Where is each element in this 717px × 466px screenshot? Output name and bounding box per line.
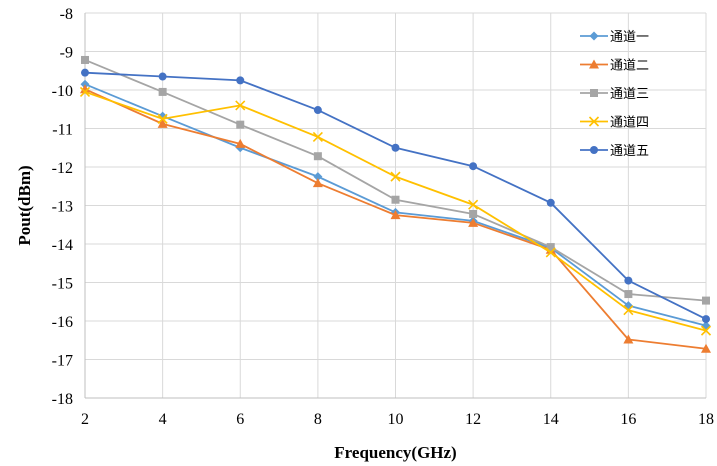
marker-stroke <box>588 116 600 127</box>
x-tick-label: 16 <box>620 411 636 428</box>
data-point <box>81 68 89 77</box>
data-point <box>80 79 90 89</box>
data-point <box>546 243 555 252</box>
data-point <box>81 55 89 64</box>
y-tick-label: -8 <box>60 6 73 23</box>
data-point <box>546 198 555 207</box>
marker-stroke <box>623 305 634 316</box>
marker-stroke <box>312 131 323 143</box>
data-point <box>313 106 322 115</box>
series-2 <box>80 84 711 353</box>
x-tick-label: 4 <box>159 411 167 428</box>
axes <box>84 13 706 399</box>
series-group <box>79 55 712 353</box>
y-tick-labels: -8 -9 -10 -11 -12 -13 -14 -15 -16 -17 -18 <box>52 6 73 408</box>
x-axis-title: Frequency(GHz) <box>334 443 456 462</box>
y-tick-label: -11 <box>52 122 73 139</box>
x-tick-label: 10 <box>388 411 404 428</box>
data-point <box>313 172 323 182</box>
data-point <box>390 210 401 220</box>
y-tick-label: -14 <box>52 237 73 254</box>
legend-label: 通道一 <box>610 30 649 45</box>
data-point <box>235 100 246 111</box>
data-point <box>391 195 400 204</box>
marker-stroke <box>157 113 168 124</box>
data-point <box>468 217 479 227</box>
y-tick-label: -13 <box>52 199 73 216</box>
data-point <box>312 131 323 143</box>
data-point <box>469 162 478 171</box>
data-point <box>157 118 168 128</box>
marker-stroke <box>235 100 246 111</box>
data-point <box>623 334 634 344</box>
marker-stroke <box>79 86 91 97</box>
legend-label: 通道二 <box>610 59 649 74</box>
data-point <box>236 76 245 85</box>
data-point <box>235 138 246 148</box>
data-point <box>701 343 711 353</box>
y-tick-label: -10 <box>52 83 73 100</box>
data-point <box>390 171 401 182</box>
marker-stroke <box>545 247 556 258</box>
y-tick-label: -9 <box>60 45 73 62</box>
legend-swatch-marker <box>588 116 600 127</box>
series-4 <box>79 86 712 336</box>
x-tick-label: 14 <box>543 411 559 428</box>
data-point <box>157 113 168 124</box>
legend-swatch-marker <box>589 59 599 69</box>
legend-item: 通道四 <box>580 116 649 131</box>
y-tick-label: -18 <box>52 391 73 408</box>
y-tick-label: -16 <box>52 314 73 331</box>
legend-swatch-marker <box>589 31 599 41</box>
x-tick-label: 18 <box>698 411 714 428</box>
legend-item: 通道五 <box>580 144 649 159</box>
y-axis-title: Pout(dBm) <box>15 165 34 245</box>
marker-stroke <box>468 199 479 210</box>
data-point <box>468 199 479 210</box>
data-point <box>624 290 633 299</box>
data-point <box>545 247 556 258</box>
data-point <box>312 178 323 188</box>
data-point <box>702 296 710 305</box>
y-tick-label: -17 <box>52 353 73 370</box>
data-point <box>469 209 478 218</box>
legend-item: 通道三 <box>580 87 649 102</box>
data-point <box>391 143 400 152</box>
data-point <box>79 86 91 97</box>
marker-stroke <box>700 325 712 336</box>
legend-label: 通道四 <box>610 116 649 131</box>
legend-swatch-marker <box>590 89 598 97</box>
marker-stroke <box>390 171 401 182</box>
legend-item: 通道一 <box>580 30 649 45</box>
data-point <box>158 72 167 81</box>
data-point <box>158 87 167 96</box>
data-point <box>236 120 245 129</box>
series-5 <box>81 68 710 324</box>
data-point <box>700 325 712 336</box>
data-point <box>313 152 322 161</box>
data-point <box>623 305 634 316</box>
y-tick-label: -15 <box>52 276 73 293</box>
data-point <box>702 315 710 324</box>
series-3 <box>81 55 710 305</box>
legend-label: 通道五 <box>610 144 649 159</box>
legend-label: 通道三 <box>610 87 649 102</box>
x-tick-label: 6 <box>236 411 244 428</box>
legend-swatch-marker <box>590 146 598 154</box>
x-tick-labels: 2 4 6 8 10 12 14 16 18 <box>81 411 714 428</box>
y-tick-label: -12 <box>52 160 73 177</box>
legend-item: 通道二 <box>580 59 649 74</box>
x-tick-label: 2 <box>81 411 89 428</box>
x-tick-label: 12 <box>465 411 481 428</box>
x-tick-label: 8 <box>314 411 322 428</box>
data-point <box>624 276 633 285</box>
data-point <box>80 84 90 94</box>
